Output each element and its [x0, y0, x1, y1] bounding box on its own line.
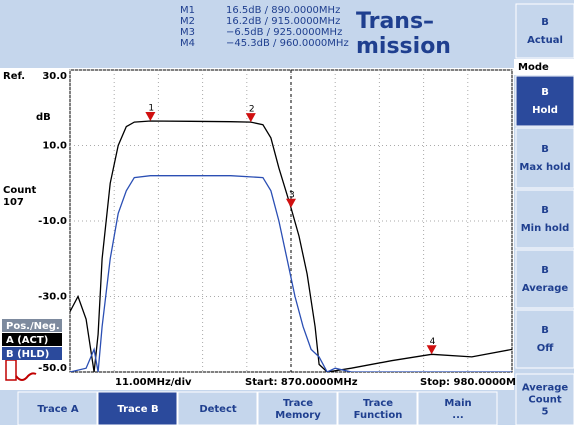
status-text: Start: 870.0000MHz — [245, 377, 358, 388]
tab-label: Main — [444, 398, 471, 409]
softkey-label: Off — [537, 343, 555, 354]
softkey[interactable] — [515, 189, 574, 249]
tab[interactable] — [337, 391, 418, 425]
softkey[interactable] — [515, 309, 574, 369]
tab-label: Trace — [363, 398, 393, 409]
marker — [286, 198, 296, 208]
softkey[interactable] — [515, 373, 574, 425]
marker-reading: −6.5dB / 925.0000MHz — [226, 27, 342, 38]
marker-label: 4 — [430, 337, 436, 347]
marker-label: 1 — [148, 103, 154, 113]
softkey-label: B — [541, 17, 549, 28]
header-panel — [0, 0, 514, 68]
tab-label: Detect — [199, 404, 237, 415]
y-tick-label: 10.0 — [42, 141, 67, 152]
marker-name: M4 — [180, 38, 195, 49]
marker — [245, 113, 256, 123]
tab-label: Trace — [283, 398, 313, 409]
y-tick-label: -50.0 — [38, 363, 67, 374]
softkey[interactable] — [515, 249, 574, 309]
badge-label: B (HLD) — [6, 349, 49, 360]
ref-label: Ref. — [3, 71, 25, 82]
trace — [70, 175, 512, 372]
badge — [2, 319, 62, 332]
status-text: 11.00MHz/div — [115, 377, 192, 388]
mode-title: Trans– — [356, 9, 434, 34]
softkey-label: B — [541, 205, 549, 216]
softkey[interactable] — [515, 3, 574, 59]
marker-name: M3 — [180, 27, 195, 38]
tab[interactable] — [257, 391, 338, 425]
tab[interactable] — [417, 391, 498, 425]
softkey-label: Min hold — [521, 223, 570, 234]
marker-name: M1 — [180, 5, 195, 16]
y-tick-label: -30.0 — [38, 292, 67, 303]
mode-title: mission — [356, 34, 451, 59]
softkey-label: Count — [528, 395, 561, 406]
y-tick-label: 30.0 — [42, 71, 67, 82]
softkey-label: Hold — [532, 105, 558, 116]
tab-label: ... — [452, 410, 463, 421]
marker — [145, 111, 156, 121]
marker-reading: 16.5dB / 890.0000MHz — [226, 5, 340, 16]
marker-label: 2 — [249, 105, 255, 115]
softkey-label: Actual — [527, 35, 563, 46]
traces — [70, 120, 512, 372]
mode-strip — [514, 59, 574, 75]
count-label: Count — [3, 185, 36, 196]
tab-label: Memory — [275, 410, 321, 421]
trace — [70, 120, 512, 372]
softkey-label: 5 — [542, 407, 549, 418]
tab-label: Trace B — [117, 404, 158, 415]
softkey[interactable] — [515, 75, 574, 127]
marker-label: 3 — [289, 190, 295, 200]
y-tick-label: -10.0 — [38, 216, 67, 227]
softkey-label: B — [541, 87, 549, 98]
softkey-label: Average — [522, 283, 569, 294]
softkey-label: B — [541, 325, 549, 336]
status-text: Stop: 980.0000MHz — [420, 377, 530, 388]
tab-label: Function — [354, 410, 403, 421]
tab[interactable] — [17, 391, 98, 425]
count-value: 107 — [3, 197, 24, 208]
badge — [2, 333, 62, 346]
softkey-label: Max hold — [519, 162, 570, 173]
softkey-label: B — [541, 265, 549, 276]
tab[interactable] — [177, 391, 258, 425]
marker-reading: −45.3dB / 960.0000MHz — [226, 38, 349, 49]
unit-label: dB — [36, 112, 51, 123]
softkey-label: Average — [522, 383, 569, 394]
tab-label: Trace A — [37, 404, 79, 415]
softkey[interactable] — [515, 127, 574, 189]
marker — [426, 345, 437, 355]
badge-label: Pos./Neg. — [6, 321, 60, 332]
marker-name: M2 — [180, 16, 195, 27]
badge-label: A (ACT) — [6, 335, 48, 346]
marker-reading: 16.2dB / 915.0000MHz — [226, 16, 340, 27]
softkey-label: B — [541, 144, 549, 155]
badge — [2, 347, 62, 360]
tab[interactable] — [97, 391, 178, 425]
mode-label: Mode — [518, 62, 549, 73]
